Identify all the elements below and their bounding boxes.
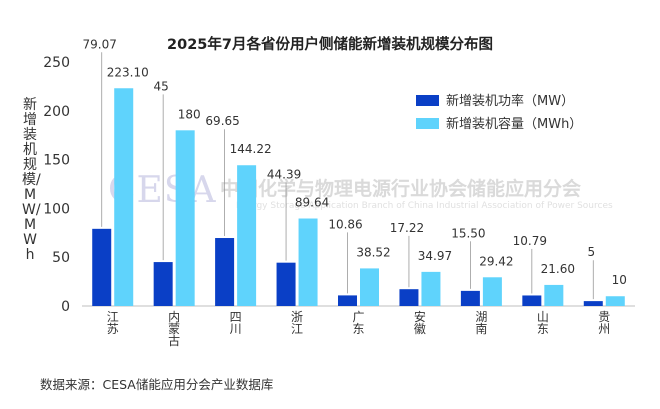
data-label-power: 15.50 — [451, 226, 485, 240]
bar-capacity — [360, 268, 379, 306]
data-label-capacity: 10 — [612, 273, 627, 287]
x-tick-label: 南 — [475, 321, 487, 336]
x-tick-label: 广 — [352, 310, 364, 324]
bar-capacity — [605, 296, 625, 306]
source-note: 数据来源：CESA储能应用分会产业数据库 — [40, 377, 274, 392]
bar-power — [460, 290, 480, 306]
data-label-power: 79.07 — [83, 37, 117, 51]
bar-capacity — [114, 88, 134, 307]
x-tick-label: 州 — [598, 322, 610, 336]
bar-power — [522, 295, 542, 306]
y-tick-label: 0 — [61, 299, 70, 315]
bar-capacity — [237, 165, 257, 306]
data-label-power: 10.86 — [328, 217, 362, 231]
bar-capacity — [421, 271, 441, 306]
x-tick-label: 山 — [537, 310, 549, 324]
data-label-capacity: 38.52 — [356, 245, 390, 259]
x-tick-label: 川 — [230, 322, 242, 336]
data-label-capacity: 34.97 — [418, 249, 452, 263]
bar-power — [153, 262, 173, 306]
bar-power — [583, 301, 603, 306]
bar-power — [276, 262, 296, 306]
bar-capacity — [482, 277, 502, 306]
x-tick-label: 东 — [352, 322, 364, 336]
x-tick-label: 古 — [168, 333, 180, 348]
data-label-capacity: 223.10 — [107, 65, 149, 79]
data-label-power: 10.79 — [513, 234, 547, 248]
x-tick-label: 内 — [168, 310, 180, 324]
data-label-power: 44.39 — [267, 168, 301, 182]
legend-label-power: 新增装机功率（MW） — [446, 93, 574, 109]
legend-swatch-capacity — [416, 118, 439, 129]
y-tick-label: 250 — [43, 55, 70, 71]
y-tick-label: 200 — [43, 104, 70, 120]
bar-capacity — [544, 284, 564, 306]
legend: 新增装机功率（MW） 新增装机容量（MWh） — [416, 93, 582, 132]
legend-swatch-power — [416, 95, 439, 106]
data-labels: 79.07 223.10 45 180 69.65 144.22 44.39 89.64 10.… — [83, 37, 627, 300]
data-label-power: 45 — [154, 79, 169, 93]
x-tick-label: 湖 — [475, 309, 487, 324]
data-label-capacity: 21.60 — [541, 262, 575, 276]
bar-power — [399, 289, 419, 306]
data-label-power: 5 — [587, 245, 595, 259]
data-label-capacity: 144.22 — [230, 142, 272, 156]
legend-label-capacity: 新增装机容量（MWh） — [446, 116, 582, 132]
x-tick-label: 蒙 — [168, 322, 180, 336]
data-label-power: 17.22 — [390, 221, 424, 235]
x-tick-label: 苏 — [107, 322, 119, 336]
y-axis-label: 新增装机规模/MW/MWh — [22, 97, 41, 263]
x-tick-label: 浙 — [291, 310, 303, 324]
bar-capacity — [298, 218, 318, 306]
data-label-capacity: 180 — [178, 107, 201, 121]
x-tick-label: 东 — [537, 322, 549, 336]
y-tick-label: 50 — [52, 250, 70, 266]
y-tick-label: 100 — [43, 201, 70, 217]
x-tick-label: 贵 — [598, 310, 610, 324]
x-tick-label: 徽 — [414, 321, 426, 336]
x-tick-label: 江 — [291, 322, 303, 336]
chart-title: 2025年7月各省份用户侧储能新增装机规模分布图 — [167, 37, 493, 53]
bar-power — [92, 228, 112, 306]
bars — [92, 88, 625, 307]
data-label-capacity: 29.42 — [479, 254, 513, 268]
data-label-capacity: 89.64 — [295, 196, 329, 210]
bar-power — [338, 295, 357, 306]
x-tick-label: 四 — [230, 310, 242, 324]
bar-capacity — [175, 130, 195, 306]
x-tick-label: 江 — [107, 310, 119, 324]
x-tick-label: 安 — [414, 309, 426, 324]
y-tick-label: 150 — [43, 153, 70, 169]
data-label-power: 69.65 — [205, 114, 239, 128]
bar-power — [215, 238, 235, 306]
